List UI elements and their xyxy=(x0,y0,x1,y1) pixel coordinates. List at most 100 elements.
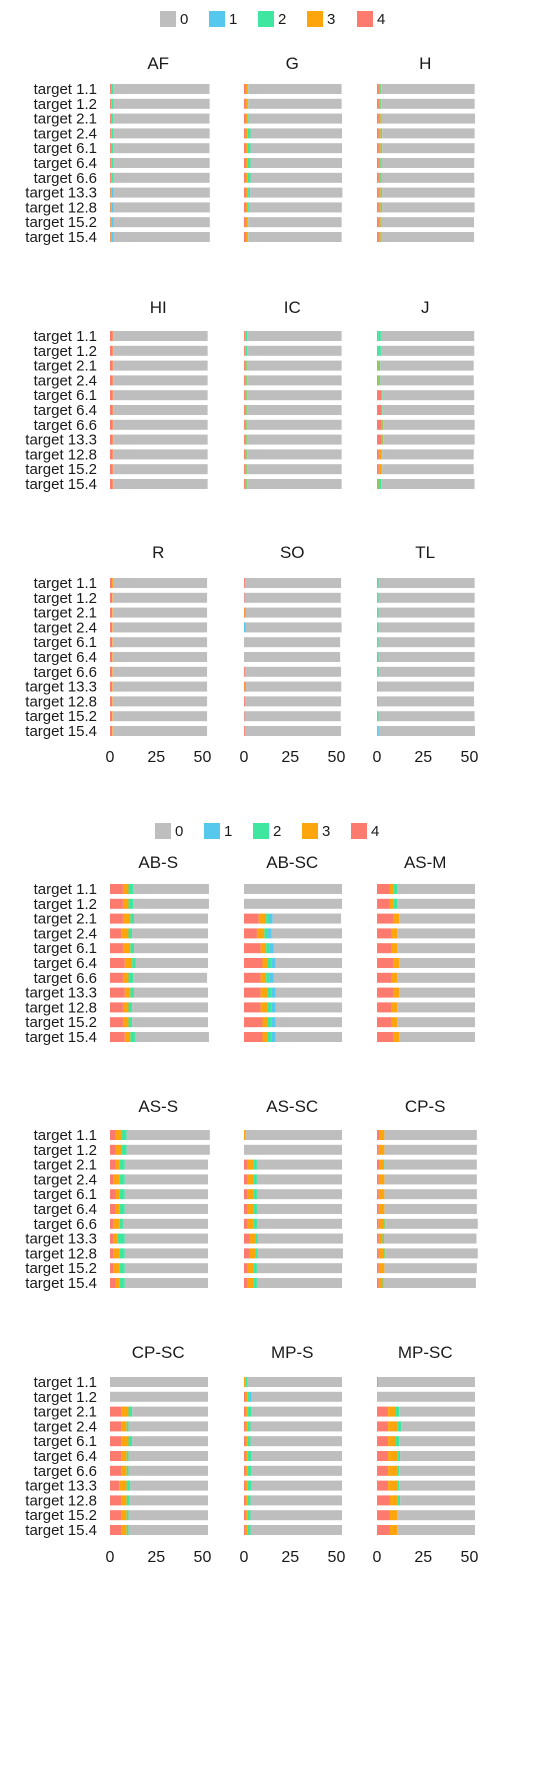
bar-segment-2 xyxy=(128,973,133,983)
bar-segment-4 xyxy=(110,1174,114,1184)
bar-segment-3 xyxy=(121,1466,127,1476)
bar-segment-4 xyxy=(244,696,245,706)
bar-segment-2 xyxy=(248,1466,252,1476)
bar-segment-3 xyxy=(248,1174,254,1184)
bar-segment-4 xyxy=(244,667,245,677)
bar-segment-3 xyxy=(246,1481,248,1491)
bar-segment-2 xyxy=(246,405,247,415)
bar-segment-3 xyxy=(261,988,268,998)
bar-segment-0 xyxy=(378,696,474,706)
bar-segment-3 xyxy=(248,1263,254,1273)
bar-segment-3 xyxy=(244,1130,246,1140)
bar-segment-4 xyxy=(377,1160,380,1170)
bar-segment-4 xyxy=(377,1234,379,1244)
bar-segment-4 xyxy=(110,696,112,706)
bar-segment-4 xyxy=(110,667,112,677)
bar-segment-4 xyxy=(110,1481,119,1491)
bar-segment-4 xyxy=(377,84,379,94)
bar-segment-4 xyxy=(110,143,111,153)
bar-segment-3 xyxy=(388,1421,397,1431)
bar-segment-3 xyxy=(245,375,246,385)
bar-segment-3 xyxy=(114,1234,118,1244)
bar-segment-4 xyxy=(377,1495,390,1505)
bar-segment-2 xyxy=(119,1278,125,1288)
bar-segment-4 xyxy=(110,884,123,894)
bar-segment-3 xyxy=(379,1263,385,1273)
bar-segment-3 xyxy=(390,1495,397,1505)
bar-segment-0 xyxy=(127,1145,210,1155)
bar-segment-3 xyxy=(379,143,381,153)
bar-segment-2 xyxy=(377,682,378,692)
bar-segment-4 xyxy=(377,1451,388,1461)
bar-segment-2 xyxy=(378,331,381,341)
bar-segment-4 xyxy=(110,899,123,909)
bar-segment-0 xyxy=(114,158,210,168)
bar-segment-2 xyxy=(127,1510,129,1520)
bar-segment-0 xyxy=(113,593,207,603)
bar-segment-2 xyxy=(253,1263,257,1273)
bar-segment-0 xyxy=(251,1451,342,1461)
bar-segment-0 xyxy=(382,173,474,183)
bar-segment-4 xyxy=(110,928,121,938)
bar-segment-4 xyxy=(244,158,245,168)
bar-segment-3 xyxy=(245,449,246,459)
bar-segment-2 xyxy=(246,390,247,400)
bar-segment-2 xyxy=(111,173,113,183)
bar-segment-4 xyxy=(244,726,245,736)
bar-segment-2 xyxy=(247,188,248,198)
bar-segment-4 xyxy=(110,1451,121,1461)
bar-segment-3 xyxy=(245,158,247,168)
bar-segment-0 xyxy=(258,1248,343,1258)
bar-segment-2 xyxy=(128,1002,132,1012)
bar-segment-4 xyxy=(377,1421,388,1431)
bar-segment-0 xyxy=(134,943,208,953)
bar-segment-4 xyxy=(244,1451,246,1461)
bar-segment-4 xyxy=(110,637,112,647)
bar-segment-0 xyxy=(127,1130,210,1140)
bar-segment-3 xyxy=(379,217,381,227)
bar-segment-4 xyxy=(110,1278,116,1288)
bar-segment-4 xyxy=(377,928,392,938)
bar-segment-2 xyxy=(127,1525,129,1535)
bar-segment-0 xyxy=(134,988,208,998)
bar-segment-4 xyxy=(244,1219,248,1229)
bar-segment-3 xyxy=(116,1189,120,1199)
bar-segment-2 xyxy=(127,1466,129,1476)
bar-segment-0 xyxy=(113,608,207,618)
bar-segment-3 xyxy=(246,1525,248,1535)
bar-segment-0 xyxy=(273,914,341,924)
bar-segment-4 xyxy=(244,1174,248,1184)
bar-segment-3 xyxy=(388,1436,395,1446)
bar-segment-0 xyxy=(378,578,474,588)
bar-segment-0 xyxy=(132,928,208,938)
panel-title-AB-S: AB-S xyxy=(138,853,178,872)
bar-segment-4 xyxy=(377,217,379,227)
bar-segment-2 xyxy=(119,1204,125,1214)
bar-segment-3 xyxy=(379,1189,385,1199)
bar-segment-0 xyxy=(113,143,209,153)
bar-segment-4 xyxy=(377,114,379,124)
bar-segment-4 xyxy=(244,1263,248,1273)
bar-segment-3 xyxy=(123,884,129,894)
bar-segment-0 xyxy=(247,361,341,371)
bar-segment-2 xyxy=(247,84,248,94)
bar-segment-2 xyxy=(255,1234,258,1244)
bar-segment-3 xyxy=(121,1525,127,1535)
bar-segment-4 xyxy=(377,99,379,109)
bar-segment-3 xyxy=(379,1278,383,1288)
bar-segment-0 xyxy=(274,943,342,953)
bar-segment-3 xyxy=(261,943,267,953)
bar-segment-4 xyxy=(377,1248,379,1258)
bar-segment-2 xyxy=(377,667,378,677)
bar-segment-2 xyxy=(128,1407,132,1417)
bar-segment-0 xyxy=(245,593,341,603)
bar-segment-3 xyxy=(392,1002,398,1012)
bar-segment-4 xyxy=(244,1392,246,1402)
bar-segment-2 xyxy=(111,128,113,138)
bar-segment-0 xyxy=(383,420,475,430)
bar-segment-4 xyxy=(377,143,379,153)
bar-segment-2 xyxy=(382,449,383,459)
panel-title-R: R xyxy=(152,543,164,562)
bar-segment-2 xyxy=(127,1495,130,1505)
bar-segment-3 xyxy=(379,128,381,138)
